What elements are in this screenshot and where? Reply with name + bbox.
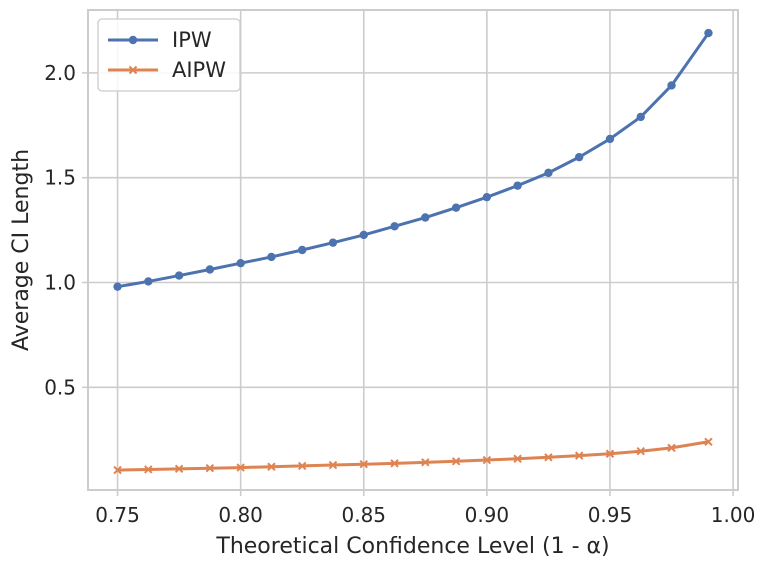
x-tick-label: 0.80 — [218, 503, 263, 527]
data-point-aipw — [704, 437, 713, 446]
data-point-ipw — [513, 181, 522, 190]
data-point-aipw — [421, 458, 430, 467]
data-point-aipw — [328, 460, 338, 470]
data-point-aipw — [636, 447, 645, 456]
data-point-ipw — [205, 265, 215, 274]
x-tick-label: 0.95 — [588, 503, 633, 527]
x-tick-label: 0.90 — [465, 503, 510, 527]
data-point-ipw — [482, 192, 492, 202]
data-point-aipw — [359, 460, 368, 469]
tick-labels: 0.75 0.80 0.85 0.90 0.95 1.00 0.5 1.0 1.5 2.0 — [44, 61, 755, 527]
data-point-aipw — [236, 463, 245, 472]
legend-aipw-marker — [128, 65, 138, 75]
data-point-ipw — [544, 168, 553, 178]
y-tick-label: 0.5 — [44, 375, 76, 399]
data-point-aipw — [574, 451, 584, 460]
x-axis-label: Theoretical Confidence Level (1 - α) — [215, 534, 609, 559]
data-point-ipw — [636, 112, 645, 122]
data-point-aipw — [544, 453, 553, 462]
data-point-ipw — [113, 282, 122, 291]
data-point-aipw — [144, 465, 153, 474]
data-point-ipw — [359, 230, 368, 240]
legend-aipw-label: AIPW — [172, 58, 226, 82]
data-point-aipw — [267, 462, 276, 471]
series-line-ipw — [116, 31, 710, 289]
data-point-ipw — [174, 271, 184, 280]
data-point-ipw — [574, 152, 584, 162]
y-tick-label: 1.0 — [44, 270, 76, 294]
data-point-aipw — [667, 443, 676, 453]
data-point-aipw — [390, 459, 399, 468]
data-point-aipw — [174, 464, 184, 474]
data-point-ipw — [144, 277, 153, 286]
data-point-aipw — [513, 454, 522, 463]
data-point-aipw — [605, 449, 615, 458]
series-layer — [113, 28, 713, 475]
data-point-aipw — [482, 455, 492, 465]
data-point-aipw — [297, 461, 307, 471]
y-tick-label: 2.0 — [44, 61, 76, 85]
data-point-ipw — [421, 213, 430, 222]
data-point-ipw — [667, 81, 676, 90]
data-point-ipw — [298, 245, 307, 255]
data-point-ipw — [328, 238, 338, 247]
legend-ipw-marker — [128, 35, 138, 45]
data-point-ipw — [390, 222, 399, 231]
data-point-ipw — [704, 28, 713, 38]
legend: IPW AIPW — [97, 18, 241, 92]
data-point-ipw — [236, 259, 245, 268]
data-point-aipw — [451, 457, 461, 466]
y-tick-label: 1.5 — [44, 166, 76, 190]
plot-frame — [87, 9, 739, 491]
data-point-ipw — [451, 203, 461, 212]
y-axis-label: Average CI Length — [9, 149, 34, 351]
x-tick-label: 0.75 — [95, 503, 140, 527]
series-line-aipw — [116, 440, 710, 472]
data-point-aipw — [205, 463, 215, 473]
data-point-ipw — [267, 252, 276, 262]
data-point-ipw — [605, 134, 615, 144]
x-tick-label: 0.85 — [341, 503, 386, 527]
data-point-aipw — [113, 465, 122, 475]
x-tick-label: 1.00 — [711, 503, 756, 527]
legend-ipw-label: IPW — [172, 28, 212, 52]
